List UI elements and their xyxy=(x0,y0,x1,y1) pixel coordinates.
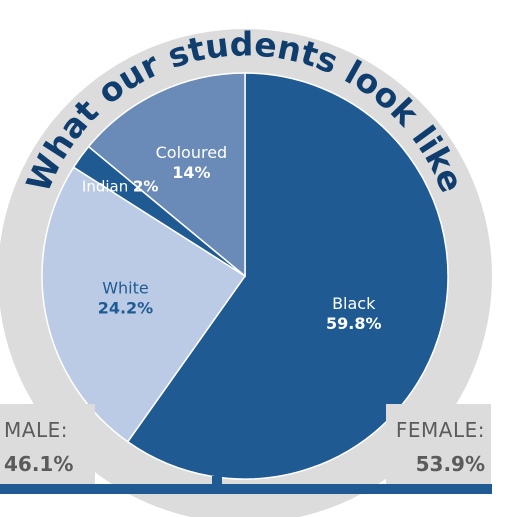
pie-slice-coloured xyxy=(87,72,246,278)
pie-slice-black xyxy=(126,72,449,480)
slice-label-black: Black xyxy=(332,294,376,313)
pie-slices xyxy=(41,72,449,480)
gender-split-marker xyxy=(212,476,222,486)
male-value: 46.1% xyxy=(4,452,74,476)
slice-label-indian: Indian 2% xyxy=(82,177,159,195)
female-value: 53.9% xyxy=(415,452,485,476)
female-label: FEMALE: xyxy=(395,418,485,442)
slice-label-white: White xyxy=(102,279,149,298)
pie-slice-white xyxy=(41,166,247,443)
male-label: MALE: xyxy=(4,418,68,442)
slice-label-coloured: Coloured xyxy=(156,143,228,162)
gender-bar xyxy=(0,484,492,494)
female-box: FEMALE: 53.9% xyxy=(386,404,491,484)
slice-value-white: 24.2% xyxy=(98,299,154,318)
slice-value-black: 59.8% xyxy=(326,314,382,333)
male-box: MALE: 46.1% xyxy=(0,404,95,484)
slice-value-coloured: 14% xyxy=(172,163,210,182)
